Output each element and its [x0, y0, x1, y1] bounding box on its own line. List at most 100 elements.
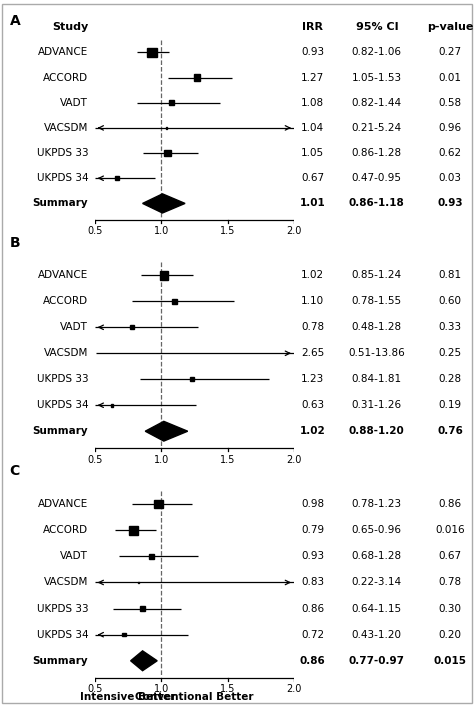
Text: 0.01: 0.01: [439, 73, 462, 83]
Text: Summary: Summary: [33, 656, 88, 666]
Text: 0.5: 0.5: [87, 684, 102, 694]
Text: 1.05-1.53: 1.05-1.53: [352, 73, 402, 83]
Text: 0.79: 0.79: [301, 525, 324, 535]
Text: 0.62: 0.62: [439, 148, 462, 158]
Text: IRR: IRR: [302, 22, 323, 33]
Bar: [165, 127, 167, 129]
Text: 0.48-1.28: 0.48-1.28: [352, 322, 402, 332]
Text: 0.68-1.28: 0.68-1.28: [352, 551, 402, 561]
Text: 0.78-1.23: 0.78-1.23: [352, 499, 402, 509]
Text: VACSDM: VACSDM: [44, 123, 88, 133]
Bar: [190, 378, 193, 381]
Text: ACCORD: ACCORD: [43, 73, 88, 83]
Text: 0.93: 0.93: [301, 47, 324, 57]
Text: p-value: p-value: [427, 22, 474, 33]
Text: B: B: [9, 235, 20, 250]
Text: Summary: Summary: [33, 199, 88, 209]
Text: 1.0: 1.0: [154, 455, 169, 464]
Bar: [149, 554, 154, 559]
Text: 0.33: 0.33: [439, 322, 462, 332]
Bar: [379, 353, 381, 354]
Text: UKPDS 33: UKPDS 33: [36, 374, 88, 385]
Text: ADVANCE: ADVANCE: [38, 47, 88, 57]
Text: 0.43-1.20: 0.43-1.20: [352, 630, 402, 640]
Text: 0.51-13.86: 0.51-13.86: [348, 349, 405, 358]
Text: 1.02: 1.02: [301, 270, 324, 281]
Bar: [122, 633, 126, 636]
Text: UKPDS 34: UKPDS 34: [36, 400, 88, 410]
Text: VACSDM: VACSDM: [44, 349, 88, 358]
Text: 2.0: 2.0: [286, 226, 301, 236]
Text: Intensive Better: Intensive Better: [80, 692, 176, 702]
Text: 0.5: 0.5: [87, 455, 102, 464]
Text: 0.72: 0.72: [301, 630, 324, 640]
Bar: [138, 582, 139, 583]
Text: 0.84-1.81: 0.84-1.81: [352, 374, 402, 385]
Text: UKPDS 33: UKPDS 33: [36, 604, 88, 614]
Text: ADVANCE: ADVANCE: [38, 499, 88, 509]
Text: 1.01: 1.01: [300, 199, 326, 209]
Text: 0.016: 0.016: [436, 525, 465, 535]
Text: 0.98: 0.98: [301, 499, 324, 509]
Bar: [116, 177, 119, 180]
Text: 0.19: 0.19: [439, 400, 462, 410]
Polygon shape: [143, 194, 185, 213]
Text: 0.81: 0.81: [439, 270, 462, 281]
Text: 1.5: 1.5: [220, 684, 235, 694]
Text: 0.015: 0.015: [434, 656, 467, 666]
Text: 0.67: 0.67: [301, 173, 324, 183]
Text: 0.78: 0.78: [301, 322, 324, 332]
Text: 0.63: 0.63: [301, 400, 324, 410]
Text: 0.86: 0.86: [301, 604, 324, 614]
Text: 0.65-0.96: 0.65-0.96: [352, 525, 402, 535]
Text: 1.04: 1.04: [301, 123, 324, 133]
Text: UKPDS 34: UKPDS 34: [36, 173, 88, 183]
Text: Study: Study: [52, 22, 88, 33]
Text: 1.0: 1.0: [154, 684, 169, 694]
Text: 0.76: 0.76: [438, 426, 463, 436]
Text: ACCORD: ACCORD: [43, 525, 88, 535]
Text: 1.05: 1.05: [301, 148, 324, 158]
Text: 95% CI: 95% CI: [356, 22, 398, 33]
Text: A: A: [9, 14, 20, 28]
Bar: [194, 74, 201, 81]
Text: 2.65: 2.65: [301, 349, 325, 358]
Text: 2.0: 2.0: [286, 684, 301, 694]
Text: 0.67: 0.67: [439, 551, 462, 561]
Text: 0.85-1.24: 0.85-1.24: [352, 270, 402, 281]
Bar: [140, 606, 146, 612]
Bar: [160, 271, 168, 279]
Text: 0.5: 0.5: [87, 226, 102, 236]
Bar: [172, 299, 177, 304]
Text: 0.86-1.18: 0.86-1.18: [349, 199, 405, 209]
Text: 0.96: 0.96: [439, 123, 462, 133]
Bar: [154, 500, 163, 508]
Text: 0.88-1.20: 0.88-1.20: [349, 426, 405, 436]
Text: 0.28: 0.28: [439, 374, 462, 385]
Text: 0.82-1.44: 0.82-1.44: [352, 98, 402, 107]
Text: C: C: [9, 464, 20, 478]
Text: 0.27: 0.27: [439, 47, 462, 57]
Text: Conventional Better: Conventional Better: [135, 692, 254, 702]
Text: 1.10: 1.10: [301, 296, 324, 306]
Text: 0.25: 0.25: [439, 349, 462, 358]
Bar: [147, 48, 156, 57]
Text: 0.47-0.95: 0.47-0.95: [352, 173, 402, 183]
Text: 0.82-1.06: 0.82-1.06: [352, 47, 402, 57]
Text: 1.23: 1.23: [301, 374, 325, 385]
Text: 0.64-1.15: 0.64-1.15: [352, 604, 402, 614]
Polygon shape: [131, 651, 157, 671]
Text: UKPDS 34: UKPDS 34: [36, 630, 88, 640]
Bar: [164, 150, 171, 156]
Text: 0.78-1.55: 0.78-1.55: [352, 296, 402, 306]
Text: 0.30: 0.30: [439, 604, 462, 614]
Bar: [128, 525, 138, 535]
Text: VADT: VADT: [60, 322, 88, 332]
Text: 0.60: 0.60: [439, 296, 462, 306]
Bar: [110, 404, 113, 407]
Text: UKPDS 33: UKPDS 33: [36, 148, 88, 158]
Text: 0.31-1.26: 0.31-1.26: [352, 400, 402, 410]
Text: 0.86: 0.86: [439, 499, 462, 509]
Bar: [130, 325, 134, 329]
Text: 0.77-0.97: 0.77-0.97: [349, 656, 405, 666]
